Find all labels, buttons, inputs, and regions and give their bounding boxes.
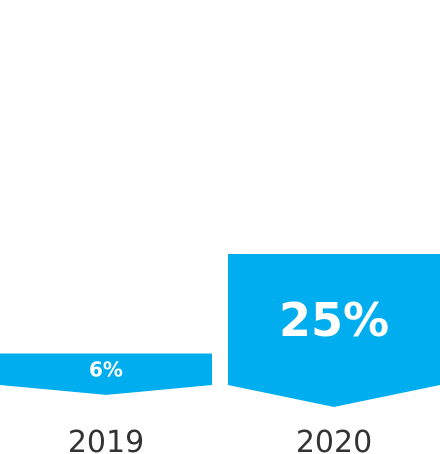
bar-2020 <box>228 254 440 407</box>
category-label-2020: 2020 <box>296 425 372 454</box>
data-labels-group: 6% 25% <box>89 293 389 381</box>
bar-2019 <box>0 353 212 395</box>
category-labels-group: 2019 2020 <box>68 425 372 454</box>
bars-group <box>0 254 440 407</box>
category-label-2019: 2019 <box>68 425 144 454</box>
data-label-2019: 6% <box>89 357 123 381</box>
data-label-2020: 25% <box>279 293 389 347</box>
